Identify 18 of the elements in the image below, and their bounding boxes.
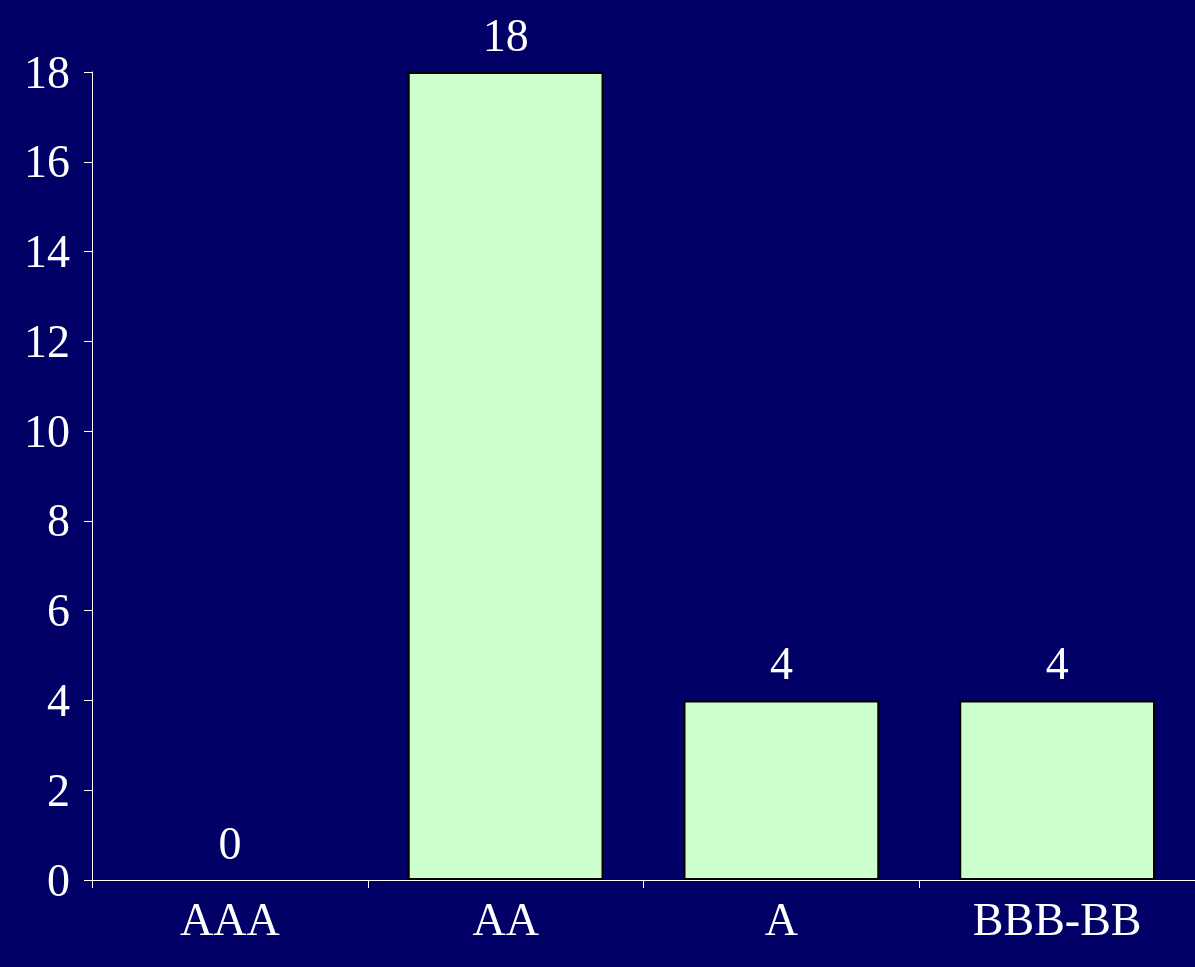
data-label: 18 — [482, 9, 529, 61]
data-label: 4 — [1045, 637, 1069, 689]
y-tick-label: 16 — [24, 136, 70, 188]
data-label: 4 — [769, 637, 793, 689]
y-tick-label: 10 — [24, 405, 70, 457]
y-tick-label: 4 — [47, 674, 70, 726]
y-tick-label: 6 — [47, 585, 70, 637]
y-tick-label: 14 — [24, 226, 70, 278]
y-tick-label: 2 — [47, 764, 70, 816]
x-tick-label: AAA — [180, 893, 280, 945]
y-tick-label: 8 — [47, 495, 70, 547]
y-tick-label: 12 — [24, 315, 70, 367]
data-label: 0 — [218, 817, 242, 869]
x-tick-label: BBB-BB — [972, 893, 1142, 945]
x-tick-label: AA — [472, 893, 539, 945]
y-tick-label: 18 — [24, 46, 70, 98]
y-tick-label: 0 — [47, 854, 70, 906]
x-tick-label: A — [764, 893, 798, 945]
